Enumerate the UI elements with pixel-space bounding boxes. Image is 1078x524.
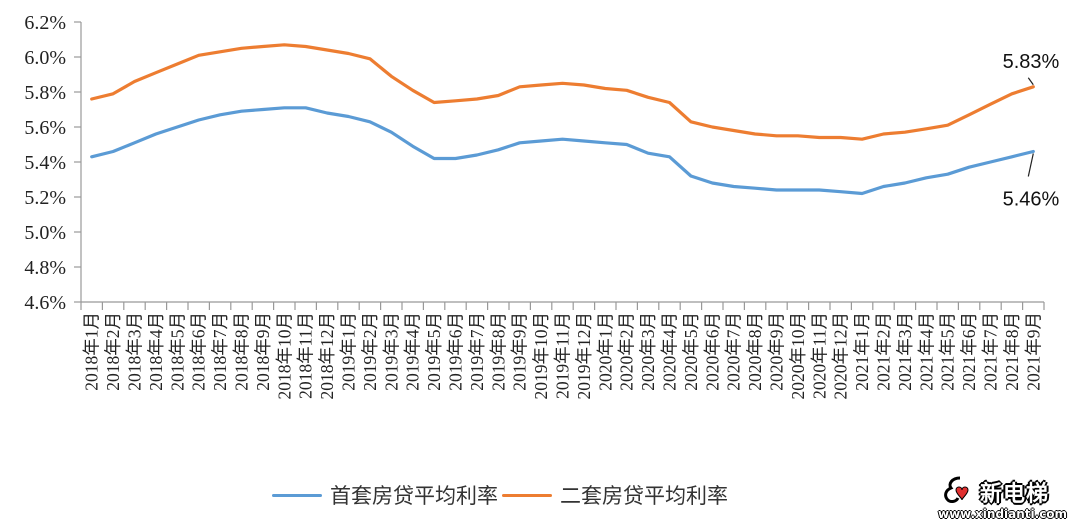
x-tick-label: 2018年7月 [210, 312, 230, 391]
x-tick-label: 2019年9月 [510, 312, 530, 391]
x-tick-label: 2019年11月 [553, 312, 573, 399]
x-tick-label: 2020年11月 [809, 312, 829, 399]
x-tick-label: 2020年12月 [831, 312, 851, 400]
x-tick-label: 2021年6月 [959, 312, 979, 391]
x-tick-label: 2020年10月 [788, 312, 808, 400]
x-tick-label: 2020年3月 [638, 312, 658, 391]
x-tick-label: 2020年5月 [681, 312, 701, 391]
legend-line-blue-icon [272, 493, 322, 497]
x-tick-label: 2018年1月 [82, 312, 102, 391]
x-tick-label: 2018年9月 [253, 312, 273, 391]
x-tick-label: 2020年1月 [595, 312, 615, 391]
y-tick-label: 5.2% [24, 187, 66, 209]
legend-item-first-home: 首套房贷平均利率 [272, 480, 498, 510]
x-tick-label: 2018年8月 [232, 312, 252, 391]
series-line-second-home [90, 43, 1035, 141]
y-tick-label: 6.0% [24, 47, 66, 69]
x-tick-label: 2018年10月 [274, 312, 294, 400]
x-tick-label: 2018年12月 [317, 312, 337, 400]
x-tick-label: 2018年6月 [189, 312, 209, 391]
x-tick-label: 2019年2月 [360, 312, 380, 391]
legend-label-second-home: 二套房贷平均利率 [560, 484, 728, 508]
x-tick-label: 2019年5月 [424, 312, 444, 391]
x-tick-label: 2020年6月 [702, 312, 722, 391]
y-tick-label: 5.6% [24, 117, 66, 139]
x-tick-label: 2021年7月 [981, 312, 1001, 391]
x-axis: 2018年1月 2018年2月 2018年3月 2018年4月 2018年5月 2018年… [80, 301, 1045, 400]
x-tick-label: 2019年3月 [381, 312, 401, 391]
x-tick-label: 2020年8月 [745, 312, 765, 391]
data-annotations: 5.83% 5.46% [1003, 51, 1060, 211]
x-tick-label: 2019年8月 [488, 312, 508, 391]
x-tick-label: 2019年1月 [339, 312, 359, 391]
watermark-title: 新电梯 [980, 482, 1050, 507]
x-tick-label: 2018年2月 [103, 312, 123, 391]
x-tick-label: 2018年4月 [146, 312, 166, 391]
x-tick-label: 2021年2月 [874, 312, 894, 391]
x-tick-label: 2020年7月 [724, 312, 744, 391]
watermark-url: www.xindianti.com [938, 507, 1068, 521]
annotation-second-home-last: 5.83% [1003, 51, 1060, 73]
legend-label-first-home: 首套房贷平均利率 [330, 484, 498, 508]
x-tick-label: 2020年4月 [660, 312, 680, 391]
series-line-first-home [90, 106, 1035, 196]
y-tick-label: 5.8% [24, 82, 66, 104]
x-tick-label: 2021年5月 [938, 312, 958, 391]
x-tick-label: 2019年7月 [467, 312, 487, 391]
x-tick-label: 2021年9月 [1023, 312, 1043, 391]
x-tick-label: 2018年5月 [167, 312, 187, 391]
annotation-first-home-last: 5.46% [1003, 189, 1060, 211]
x-tick-label: 2020年9月 [767, 312, 787, 391]
series-lines [90, 43, 1035, 196]
watermark: 新电梯 www.xindianti.com [938, 474, 1074, 522]
x-tick-label: 2018年3月 [125, 312, 145, 391]
x-tick-label: 2021年3月 [895, 312, 915, 391]
x-tick-label: 2021年1月 [852, 312, 872, 391]
x-tick-label: 2020年2月 [617, 312, 637, 391]
y-tick-label: 6.2% [24, 12, 66, 34]
legend-line-orange-icon [502, 493, 552, 497]
y-tick-label: 4.6% [24, 292, 66, 314]
x-tick-label: 2019年4月 [403, 312, 423, 391]
heart-logo-icon [944, 476, 969, 503]
legend-item-second-home: 二套房贷平均利率 [502, 480, 728, 510]
y-tick-label: 4.8% [24, 257, 66, 279]
x-tick-label: 2021年8月 [1002, 312, 1022, 391]
y-tick-label: 5.0% [24, 222, 66, 244]
x-tick-label: 2018年11月 [296, 312, 316, 399]
y-axis: 4.6% 4.8% 5.0% 5.2% 5.4% 5.6% 5.8% 6.0% 6.2% [24, 12, 82, 314]
x-tick-label: 2019年12月 [574, 312, 594, 400]
x-tick-label: 2021年4月 [916, 312, 936, 391]
x-tick-label: 2019年10月 [531, 312, 551, 400]
legend: 首套房贷平均利率 二套房贷平均利率 [272, 480, 732, 510]
y-tick-label: 5.4% [24, 152, 66, 174]
x-tick-label: 2019年6月 [446, 312, 466, 391]
